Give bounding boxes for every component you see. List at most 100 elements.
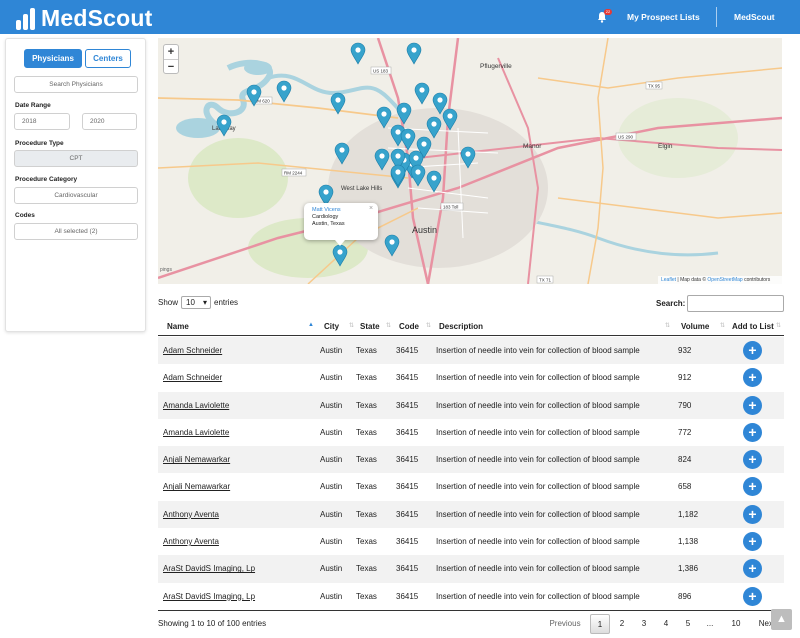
pagination-page[interactable]: 2	[619, 619, 625, 628]
popup-physician-name[interactable]: Matt Vicens	[312, 207, 341, 213]
description-cell: Insertion of needle into vein for collec…	[436, 591, 640, 601]
notification-badge: 22	[604, 9, 612, 15]
column-header-code[interactable]: Code	[399, 322, 419, 331]
map-marker-icon[interactable]	[376, 106, 392, 129]
add-to-list-button[interactable]: +	[743, 586, 762, 606]
physician-name-link[interactable]: Amanda Laviolette	[163, 427, 230, 437]
procedure-type-select[interactable]: CPT	[14, 150, 138, 167]
add-to-list-button[interactable]: +	[743, 341, 762, 360]
map-marker-icon[interactable]	[216, 114, 232, 137]
zoom-out-button[interactable]: −	[164, 59, 178, 73]
physician-name-link[interactable]: AraSt DavidS Imaging, Lp	[163, 591, 256, 601]
pagination-page[interactable]: 10	[731, 619, 741, 628]
physician-name-link[interactable]: Amanda Laviolette	[163, 400, 230, 410]
logo-bars-icon	[16, 7, 35, 30]
scroll-to-top-button[interactable]: ▲	[771, 609, 792, 630]
map-marker-icon[interactable]	[410, 164, 426, 187]
codes-select[interactable]: All selected (2)	[14, 223, 138, 240]
centers-toggle-button[interactable]: Centers	[85, 49, 131, 68]
date-to-input[interactable]: 2020	[82, 113, 137, 130]
code-cell: 36415	[396, 455, 419, 465]
add-to-list-button[interactable]: +	[743, 559, 762, 579]
pagination-page[interactable]: 4	[663, 619, 669, 628]
map-marker-icon[interactable]	[414, 82, 430, 105]
table-row: Amanda Laviolette Austin Texas 36415 Inserti…	[158, 419, 784, 446]
volume-cell: 772	[678, 427, 692, 437]
description-cell: Insertion of needle into vein for collec…	[436, 455, 640, 465]
map-marker-icon[interactable]	[396, 102, 412, 125]
map-marker-icon[interactable]	[426, 116, 442, 139]
map-marker-icon[interactable]	[384, 234, 400, 257]
physician-name-link[interactable]: AraSt DavidS Imaging, Lp	[163, 564, 256, 574]
date-from-input[interactable]: 2018	[14, 113, 70, 130]
pagination-page[interactable]: 5	[685, 619, 691, 628]
map-marker-icon[interactable]	[246, 84, 262, 107]
map-marker-icon[interactable]	[374, 148, 390, 171]
map-marker-icon[interactable]	[460, 146, 476, 169]
map-marker-icon[interactable]	[334, 142, 350, 165]
map-marker-icon[interactable]	[400, 128, 416, 151]
city-cell: Austin	[320, 564, 343, 574]
physician-name-link[interactable]: Anjali Nemawarkar	[163, 455, 231, 465]
add-to-list-button[interactable]: +	[743, 368, 762, 388]
table-search-input[interactable]	[687, 295, 784, 312]
pagination-previous[interactable]: Previous	[549, 619, 581, 628]
map-marker-icon[interactable]	[426, 170, 442, 193]
brand-name: MedScout	[41, 5, 153, 31]
map-label-manor: Manor	[523, 143, 542, 150]
column-header-description[interactable]: Description	[439, 322, 484, 331]
city-cell: Austin	[320, 509, 343, 519]
column-header-city[interactable]: City	[324, 322, 340, 331]
physician-name-link[interactable]: Anjali Nemawarkar	[163, 482, 231, 492]
add-to-list-button[interactable]: +	[743, 477, 762, 497]
map-view[interactable]: Pflugerville Austin Manor Elgin Lakeway …	[158, 38, 782, 284]
map-marker-icon[interactable]	[350, 42, 366, 65]
procedure-category-select[interactable]: Cardiovascular	[14, 187, 138, 204]
add-to-list-button[interactable]: +	[743, 532, 762, 552]
map-marker-icon[interactable]	[416, 136, 432, 159]
brand-logo[interactable]: MedScout	[16, 5, 153, 32]
physician-name-link[interactable]: Adam Schneider	[163, 346, 223, 355]
sort-icon: ⇅	[720, 323, 726, 329]
map-marker-icon[interactable]	[442, 108, 458, 131]
search-physicians-input[interactable]: Search Physicians	[14, 76, 138, 93]
physician-name-link[interactable]: Adam Schneider	[163, 373, 223, 383]
map-marker-icon[interactable]	[390, 164, 406, 187]
map-marker-icon[interactable]	[390, 148, 406, 171]
map-marker-icon[interactable]	[432, 92, 448, 115]
add-to-list-button[interactable]: +	[743, 450, 762, 470]
column-header-volume[interactable]: Volume	[681, 322, 710, 331]
physicians-toggle-button[interactable]: Physicians	[24, 49, 82, 68]
page-length-select[interactable]: 10	[181, 296, 212, 309]
map-label-pflugerville: Pflugerville	[480, 63, 512, 70]
pagination-page[interactable]: 1	[590, 614, 610, 634]
popup-close-button[interactable]: ×	[369, 205, 374, 212]
table-search-label: Search:	[656, 299, 686, 308]
openstreetmap-link[interactable]: OpenStreetMap	[707, 277, 743, 283]
leaflet-link[interactable]: Leaflet	[661, 277, 677, 283]
map-marker-icon[interactable]	[330, 92, 346, 115]
map-marker-icon[interactable]	[408, 150, 424, 173]
description-cell: Insertion of needle into vein for collec…	[436, 537, 640, 547]
state-cell: Texas	[356, 509, 377, 519]
description-cell: Insertion of needle into vein for collec…	[436, 346, 640, 355]
column-header-name[interactable]: Name	[167, 322, 189, 331]
add-to-list-button[interactable]: +	[743, 504, 762, 524]
pagination-page[interactable]: 3	[641, 619, 647, 628]
physician-name-link[interactable]: Anthony Aventa	[163, 537, 219, 547]
map-marker-icon[interactable]	[318, 184, 334, 207]
account-menu-link[interactable]: MedScout	[734, 12, 775, 22]
add-to-list-button[interactable]: +	[743, 395, 762, 415]
show-label: Show	[158, 298, 179, 307]
my-prospect-lists-link[interactable]: My Prospect Lists	[627, 12, 700, 22]
add-to-list-button[interactable]: +	[743, 422, 762, 442]
pagination-next[interactable]: Next	[758, 619, 776, 628]
description-cell: Insertion of needle into vein for collec…	[436, 482, 640, 492]
description-cell: Insertion of needle into vein for collec…	[436, 427, 640, 437]
svg-text:RM 620: RM 620	[254, 99, 270, 104]
map-marker-icon[interactable]	[276, 80, 292, 103]
physician-name-link[interactable]: Anthony Aventa	[163, 509, 219, 519]
zoom-in-button[interactable]: +	[167, 46, 175, 58]
map-marker-icon[interactable]	[406, 42, 422, 65]
column-header-state[interactable]: State	[360, 322, 380, 331]
